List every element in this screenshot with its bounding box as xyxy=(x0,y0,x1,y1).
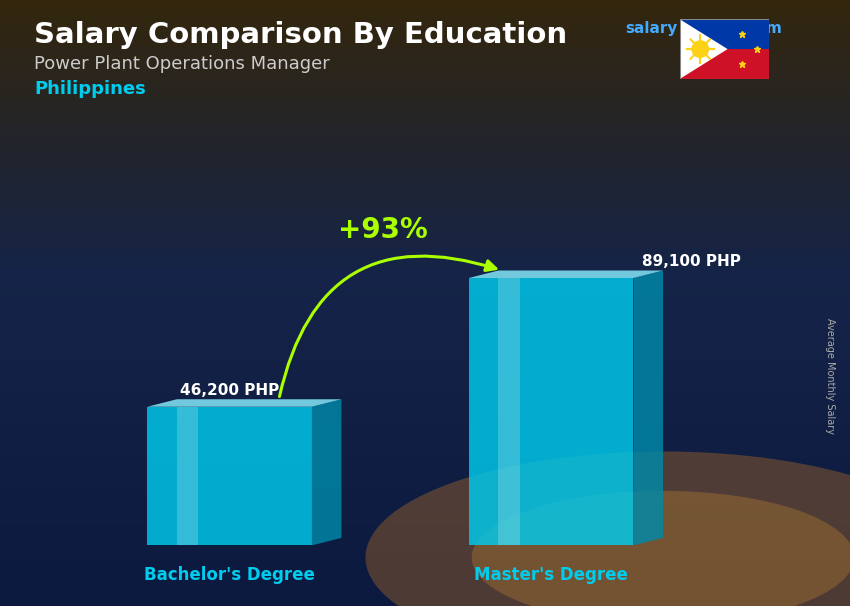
Polygon shape xyxy=(680,19,728,79)
Polygon shape xyxy=(469,270,663,278)
Polygon shape xyxy=(177,407,198,545)
Polygon shape xyxy=(147,407,312,545)
Polygon shape xyxy=(147,399,342,407)
Text: 46,200 PHP: 46,200 PHP xyxy=(180,383,280,398)
Text: Power Plant Operations Manager: Power Plant Operations Manager xyxy=(34,55,330,73)
Polygon shape xyxy=(312,399,342,545)
Text: salary: salary xyxy=(625,21,677,36)
Circle shape xyxy=(691,40,709,58)
Text: Philippines: Philippines xyxy=(34,80,145,98)
Text: 89,100 PHP: 89,100 PHP xyxy=(642,254,740,269)
Bar xyxy=(680,19,769,49)
Text: Salary Comparison By Education: Salary Comparison By Education xyxy=(34,21,567,49)
Ellipse shape xyxy=(472,491,850,606)
Polygon shape xyxy=(498,278,520,545)
Polygon shape xyxy=(633,270,663,545)
Text: Master's Degree: Master's Degree xyxy=(474,567,628,584)
Text: .com: .com xyxy=(741,21,782,36)
Polygon shape xyxy=(469,278,633,545)
Bar xyxy=(680,49,769,79)
Ellipse shape xyxy=(366,451,850,606)
Text: +93%: +93% xyxy=(338,216,428,244)
Text: Bachelor's Degree: Bachelor's Degree xyxy=(144,567,315,584)
Text: Average Monthly Salary: Average Monthly Salary xyxy=(824,318,835,434)
Text: explorer: explorer xyxy=(680,21,752,36)
